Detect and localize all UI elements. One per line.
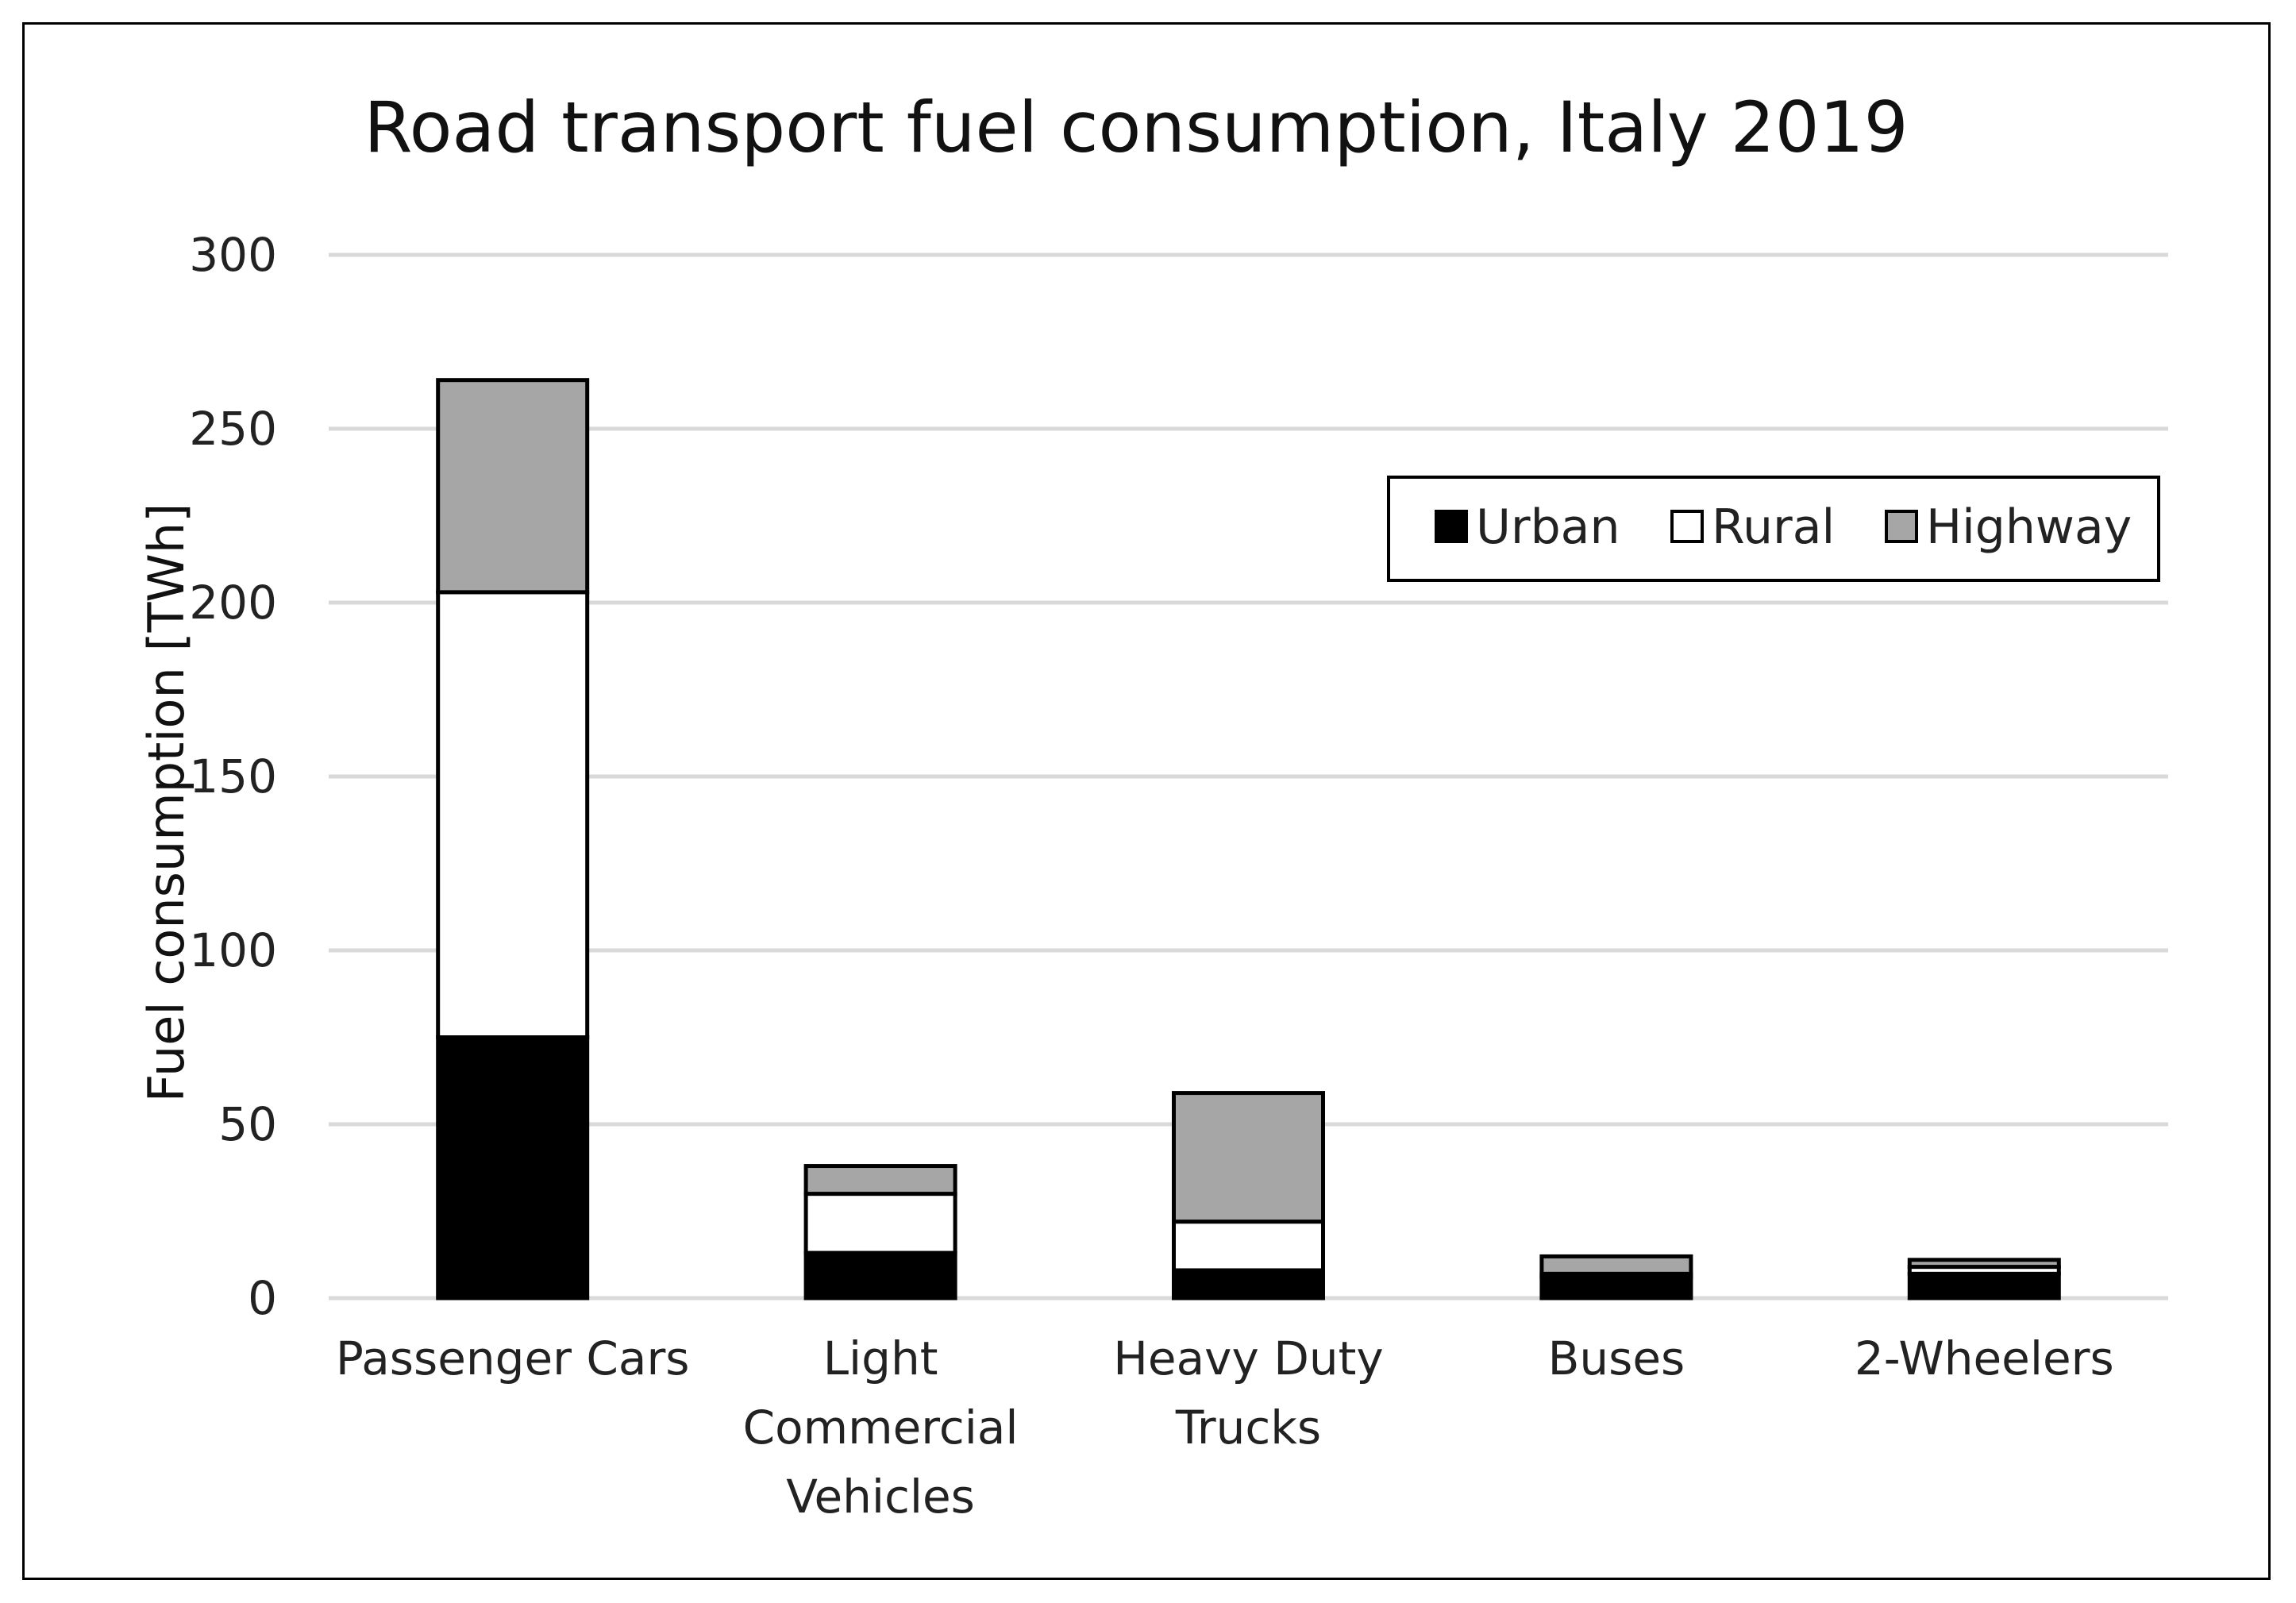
gridlines xyxy=(329,252,2168,1301)
y-tick-label-250: 250 xyxy=(189,402,277,456)
y-tick-labels: 0 50 100 150 200 250 300 xyxy=(189,228,277,1325)
category-label-1-1: Commercial xyxy=(743,1401,1019,1455)
legend-label-rural: Rural xyxy=(1712,499,1835,555)
bar-highway-1 xyxy=(803,1164,957,1196)
legend-label-urban: Urban xyxy=(1476,499,1620,555)
category-label-3-0: Buses xyxy=(1548,1331,1685,1385)
y-axis-title: Fuel consumption [TWh] xyxy=(137,503,195,1103)
y-tick-label-0: 0 xyxy=(248,1271,277,1325)
bar-urban-2 xyxy=(1172,1268,1325,1301)
category-label-0-0: Passenger Cars xyxy=(336,1331,690,1385)
legend-box xyxy=(1387,476,2160,582)
legend: Urban Rural Highway xyxy=(1387,476,2160,582)
bar-highway-2 xyxy=(1172,1091,1325,1224)
chart-title: Road transport fuel consumption, Italy 2… xyxy=(364,87,1908,168)
legend-swatch-rural xyxy=(1670,510,1704,543)
y-tick-label-200: 200 xyxy=(189,576,277,630)
bar-rural-1 xyxy=(803,1192,957,1255)
category-label-2-1: Trucks xyxy=(1175,1401,1321,1455)
y-tick-label-300: 300 xyxy=(189,228,277,282)
bar-rural-0 xyxy=(436,590,590,1039)
category-label-1-0: Light xyxy=(823,1331,938,1385)
legend-label-highway: Highway xyxy=(1926,499,2132,555)
bar-highway-4 xyxy=(1907,1258,2061,1270)
y-tick-label-100: 100 xyxy=(189,923,277,977)
bar-urban-0 xyxy=(436,1035,590,1301)
bar-highway-3 xyxy=(1539,1254,1693,1276)
category-label-4-0: 2-Wheelers xyxy=(1855,1331,2114,1385)
y-tick-label-50: 50 xyxy=(218,1097,277,1151)
chart-frame: Road transport fuel consumption, Italy 2… xyxy=(22,22,2271,1580)
y-tick-label-150: 150 xyxy=(189,749,277,803)
category-labels: Passenger Cars Light Commercial Vehicles Hea… xyxy=(336,1331,2114,1524)
bars xyxy=(436,378,2061,1301)
bar-urban-1 xyxy=(803,1250,957,1301)
category-label-1-2: Vehicles xyxy=(786,1470,975,1524)
bar-highway-0 xyxy=(436,378,590,595)
legend-swatch-highway xyxy=(1885,510,1918,543)
bar-urban-3 xyxy=(1539,1275,1693,1301)
legend-swatch-urban xyxy=(1435,510,1468,543)
bar-urban-4 xyxy=(1907,1271,2061,1301)
chart-svg: Road transport fuel consumption, Italy 2… xyxy=(137,87,2168,1524)
bar-rural-2 xyxy=(1172,1220,1325,1273)
category-label-2-0: Heavy Duty xyxy=(1113,1331,1383,1385)
